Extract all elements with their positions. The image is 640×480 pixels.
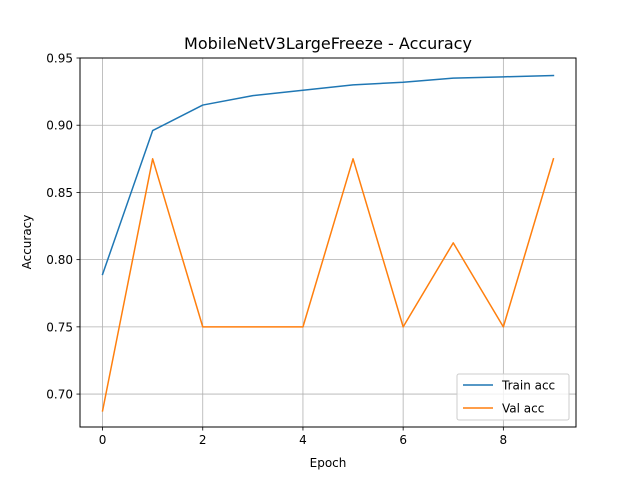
y-tick-label: 0.90 bbox=[46, 119, 73, 133]
y-tick-label: 0.80 bbox=[46, 253, 73, 267]
y-tick-label: 0.75 bbox=[46, 320, 73, 334]
x-tick-label: 6 bbox=[399, 433, 407, 447]
plot-frame bbox=[79, 57, 577, 428]
y-tick-label: 0.85 bbox=[46, 186, 73, 200]
legend-label-val-acc: Val acc bbox=[502, 402, 544, 416]
x-tick-label: 0 bbox=[99, 433, 107, 447]
y-tick-label: 0.70 bbox=[46, 388, 73, 402]
y-tick-label: 0.95 bbox=[46, 52, 73, 66]
x-tick-label: 2 bbox=[199, 433, 207, 447]
x-tick-label: 4 bbox=[299, 433, 307, 447]
series-layer bbox=[101, 74, 555, 412]
legend: Train acc Val acc bbox=[456, 373, 570, 421]
axis-ticks: 0 2 4 6 8 0.70 0.75 0.80 0.85 0.90 0.95 bbox=[46, 52, 507, 448]
chart-title: MobileNetV3LargeFreeze - Accuracy bbox=[184, 34, 472, 53]
y-axis-title: Accuracy bbox=[20, 215, 34, 270]
series-line-val-acc bbox=[101, 157, 555, 412]
series-line-train-acc bbox=[101, 74, 555, 276]
x-tick-label: 8 bbox=[500, 433, 508, 447]
x-axis-title: Epoch bbox=[310, 456, 347, 470]
legend-label-train-acc: Train acc bbox=[501, 379, 555, 393]
